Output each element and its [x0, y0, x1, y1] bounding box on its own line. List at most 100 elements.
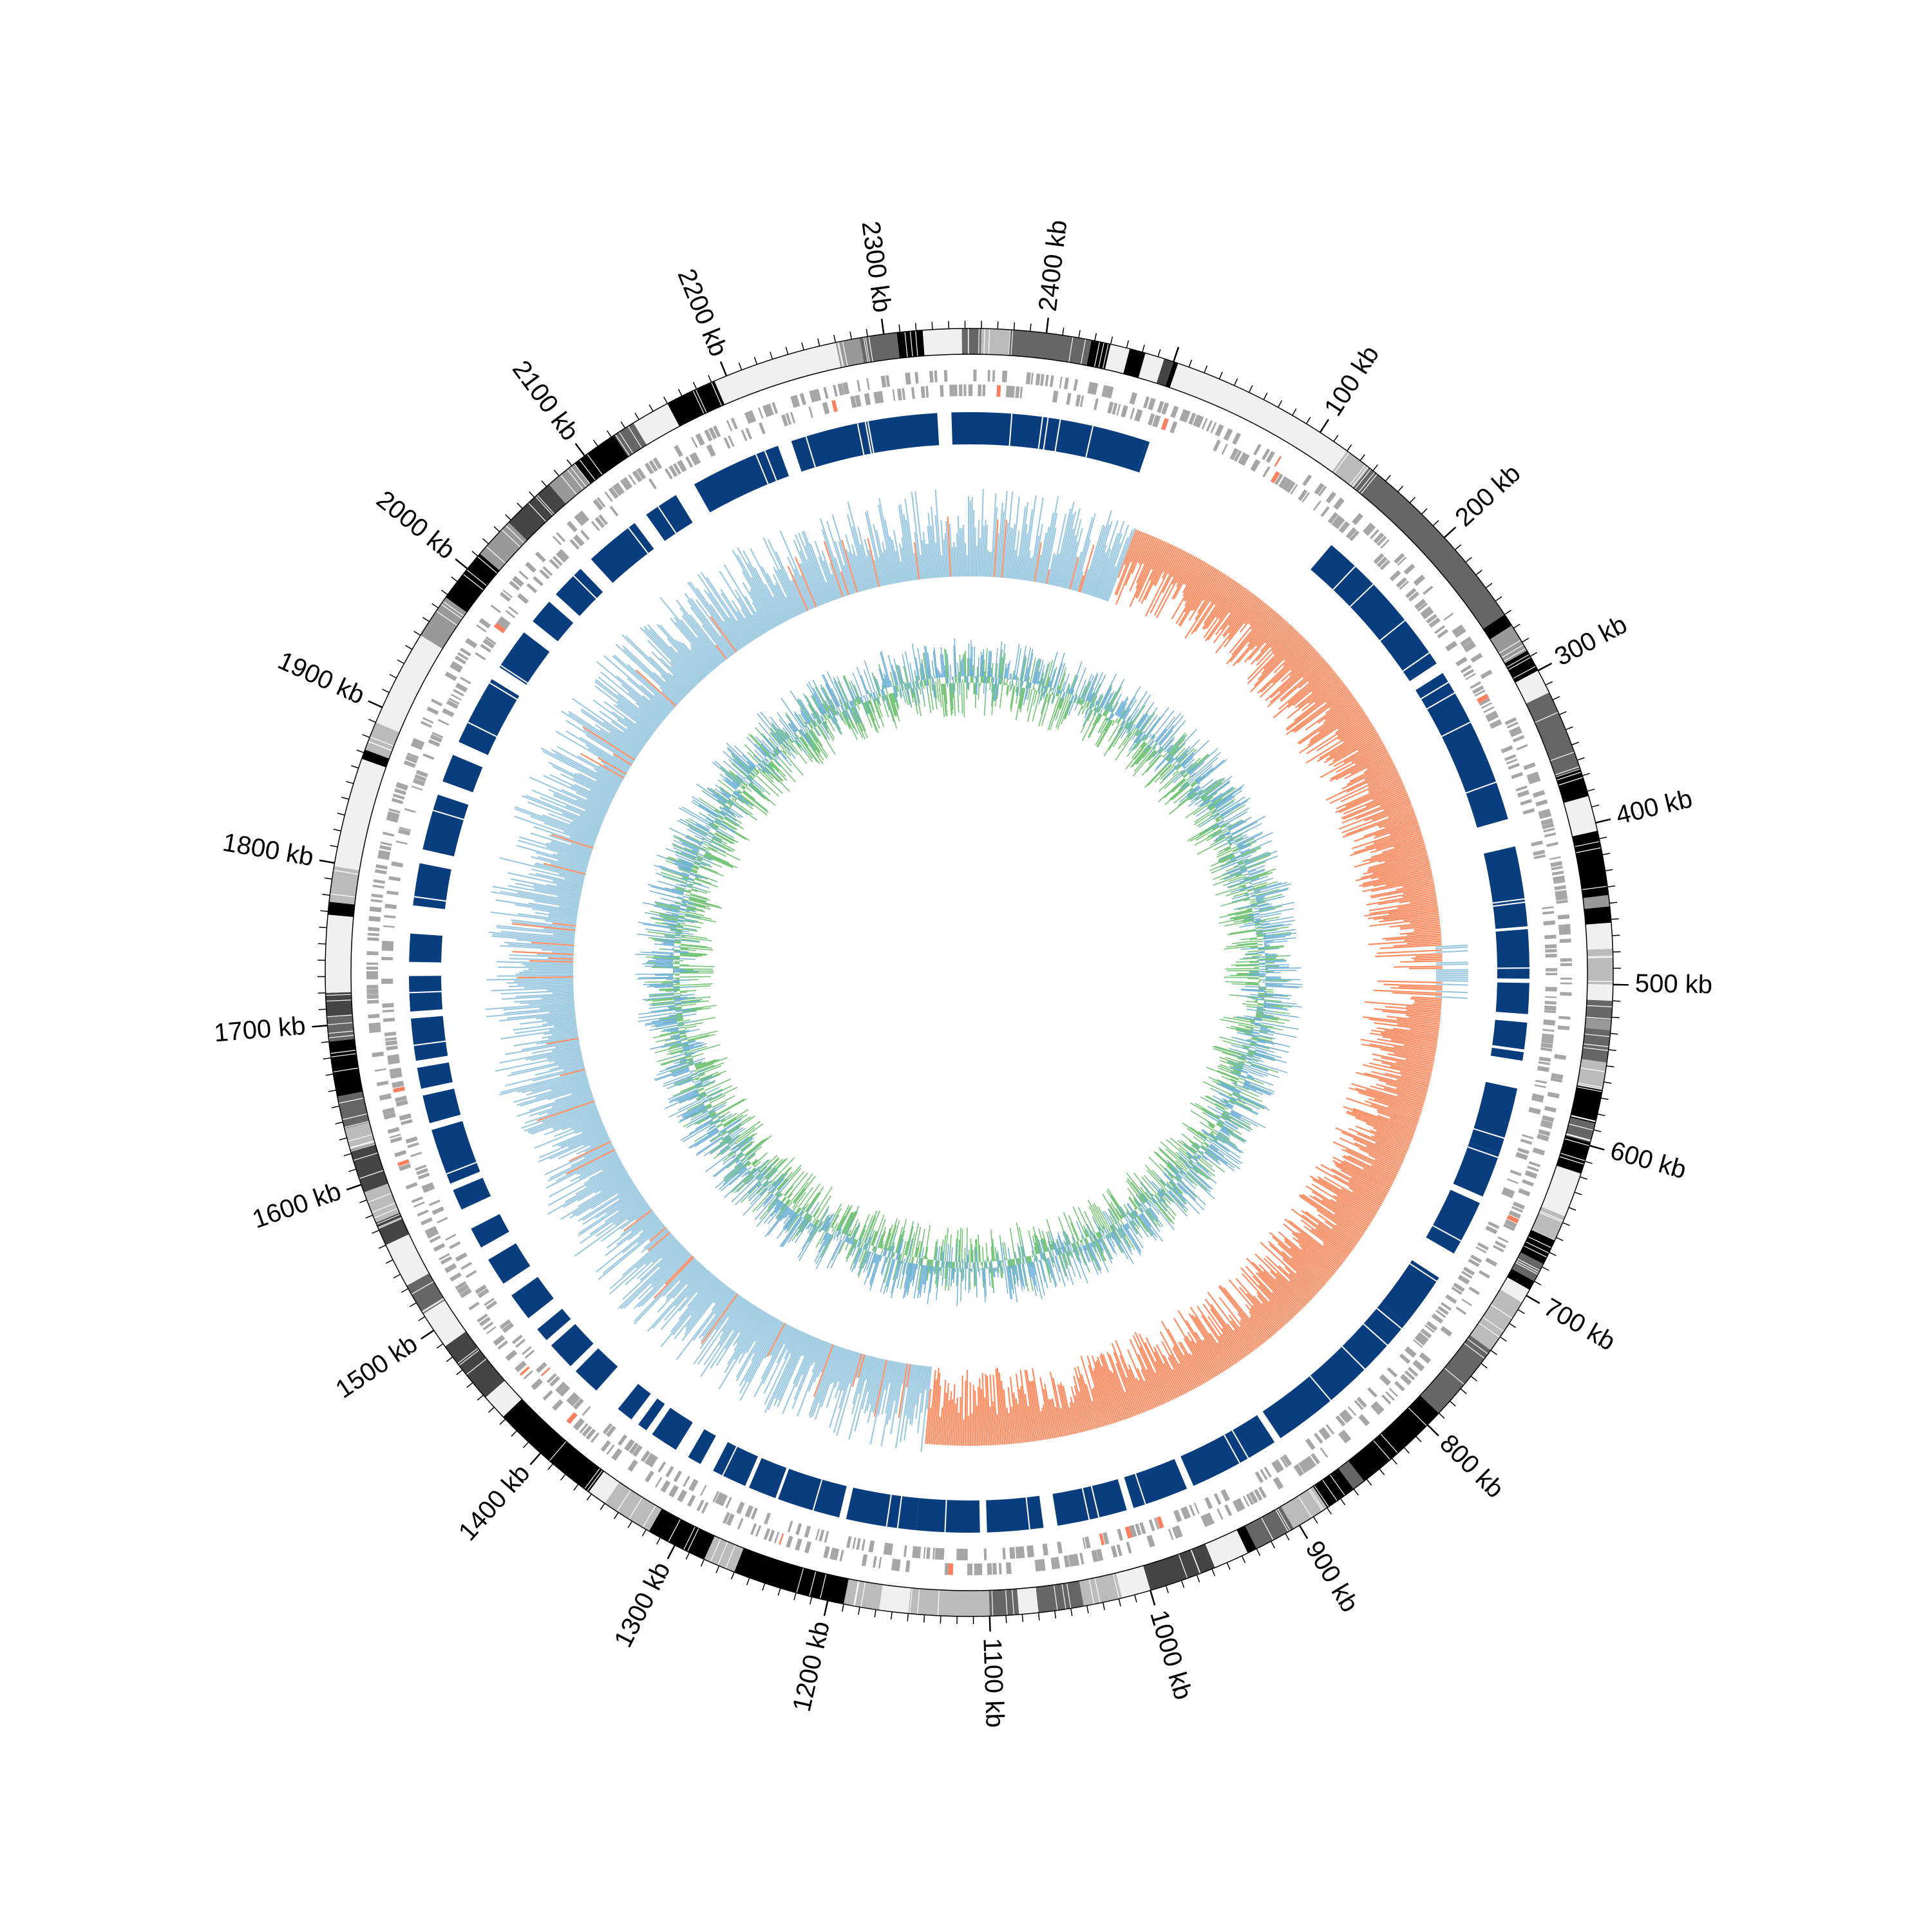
- gc-green-spike: [724, 817, 744, 830]
- gc-blue-spike: [682, 1122, 715, 1142]
- skew-bar: [1235, 1278, 1281, 1330]
- gc-blue-spike: [1019, 1264, 1025, 1289]
- gc-green-spike: [990, 1247, 993, 1262]
- skew-bar: [1336, 1195, 1374, 1219]
- gc-blue-spike: [1132, 734, 1146, 751]
- gc-green-spike: [1034, 1246, 1037, 1255]
- gc-green-spike: [1202, 1081, 1233, 1096]
- gc-blue-spike: [764, 1193, 773, 1205]
- skew-bar: [1015, 1398, 1022, 1443]
- skew-bar: [1382, 1036, 1437, 1046]
- gc-blue-spike: [865, 694, 869, 703]
- gc-blue-spike: [1197, 798, 1209, 808]
- gc-blue-spike: [917, 648, 923, 680]
- skew-bar: [1248, 611, 1276, 643]
- gc-blue-spike: [675, 1007, 679, 1009]
- gc-blue-spike: [910, 1263, 915, 1283]
- skew-bar: [1155, 1361, 1175, 1400]
- gc-blue-spike: [1250, 1064, 1269, 1071]
- gc-green-spike: [675, 886, 691, 893]
- skew-bar: [1096, 1359, 1118, 1423]
- skew-bar: [1397, 1094, 1425, 1104]
- gc-blue-spike: [724, 1172, 752, 1198]
- gc-green-spike: [1225, 1056, 1245, 1065]
- gc-blue-spike: [681, 1105, 705, 1118]
- gc-blue-spike: [864, 1253, 876, 1285]
- gc-green-spike: [919, 687, 922, 695]
- gc-green-spike: [1229, 1100, 1235, 1104]
- gc-blue-spike: [706, 1116, 711, 1120]
- gc-blue-spike: [1013, 1265, 1016, 1275]
- gc-green-spike: [1084, 708, 1089, 715]
- gc-blue-spike: [1029, 683, 1032, 689]
- gc-green-spike: [740, 1141, 753, 1151]
- skew-bar: [1378, 812, 1416, 827]
- gc-green-spike: [1132, 741, 1145, 759]
- gc-blue-spike: [743, 1189, 768, 1216]
- gc-green-spike: [1227, 909, 1253, 916]
- gc-blue-spike: [1213, 1139, 1241, 1159]
- gc-blue-spike: [1243, 1084, 1271, 1096]
- gc-green-spike: [850, 707, 866, 740]
- gc-blue-spike: [696, 1080, 715, 1089]
- gc-blue-spike: [789, 1211, 795, 1218]
- gc-blue-spike: [1264, 994, 1283, 997]
- gc-blue-spike: [1222, 1097, 1235, 1105]
- skew-bar: [842, 1351, 855, 1391]
- gc-blue-spike: [1255, 1048, 1267, 1054]
- gc-blue-spike: [783, 1204, 786, 1207]
- gc-blue-spike: [1083, 676, 1094, 700]
- gc-green-spike: [723, 1114, 744, 1128]
- gc-blue-spike: [1139, 1214, 1154, 1235]
- gc-blue-spike: [1127, 1202, 1138, 1217]
- gc-green-spike: [1195, 796, 1200, 800]
- gc-green-spike: [1258, 987, 1267, 989]
- gc-blue-spike: [820, 1214, 831, 1229]
- skew-bar: [1244, 618, 1284, 663]
- gc-blue-spike: [1062, 1231, 1070, 1251]
- skew-bar: [1342, 1156, 1394, 1183]
- gc-green-spike: [1144, 1164, 1166, 1187]
- gc-blue-spike: [1023, 1264, 1027, 1278]
- gc-blue-spike: [1179, 1180, 1194, 1195]
- skew-bar: [1215, 597, 1259, 654]
- gc-green-spike: [1195, 1103, 1220, 1119]
- gc-blue-spike: [1054, 1242, 1059, 1255]
- gc-blue-spike: [1137, 1189, 1151, 1208]
- gc-blue-spike: [799, 1211, 804, 1217]
- gc-blue-spike: [683, 1043, 707, 1050]
- gc-blue-spike: [1158, 1193, 1162, 1198]
- gc-blue-spike: [1021, 1238, 1027, 1264]
- gc-blue-spike: [681, 851, 696, 859]
- gc-green-spike: [1234, 1084, 1236, 1086]
- skew-bar: [1320, 1164, 1385, 1200]
- gc-green-spike: [1097, 1231, 1101, 1238]
- gc-green-spike: [1181, 1133, 1200, 1148]
- gc-blue-spike: [757, 1173, 765, 1180]
- gc-blue-spike: [1074, 667, 1086, 696]
- skew-bar: [1316, 1209, 1361, 1240]
- skew-bar: [1229, 605, 1269, 654]
- skew-bar: [909, 1365, 919, 1425]
- gc-blue-spike: [842, 1218, 854, 1241]
- skew-bar: [1247, 629, 1296, 680]
- gc-green-spike: [841, 712, 851, 730]
- skew-bar: [989, 1374, 995, 1446]
- gc-green-spike: [1034, 1242, 1039, 1255]
- gc-green-spike: [659, 1029, 686, 1036]
- gc-green-spike: [1009, 1227, 1016, 1259]
- skew-bar: [1379, 814, 1416, 829]
- gc-green-spike: [1207, 1121, 1215, 1128]
- gc-blue-spike: [1041, 1253, 1043, 1260]
- skew-bar: [1096, 1356, 1120, 1422]
- gc-blue-spike: [1256, 1045, 1266, 1048]
- gc-blue-spike: [756, 1199, 780, 1227]
- gc-blue-spike: [1068, 688, 1070, 694]
- gc-blue-spike: [1206, 1148, 1228, 1165]
- gc-blue-spike: [865, 1251, 871, 1264]
- skew-bar: [1213, 592, 1252, 643]
- gc-green-spike: [1085, 1237, 1090, 1245]
- gc-green-spike: [777, 728, 791, 745]
- skew-bar: [869, 1358, 882, 1405]
- gc-blue-spike: [1126, 724, 1133, 734]
